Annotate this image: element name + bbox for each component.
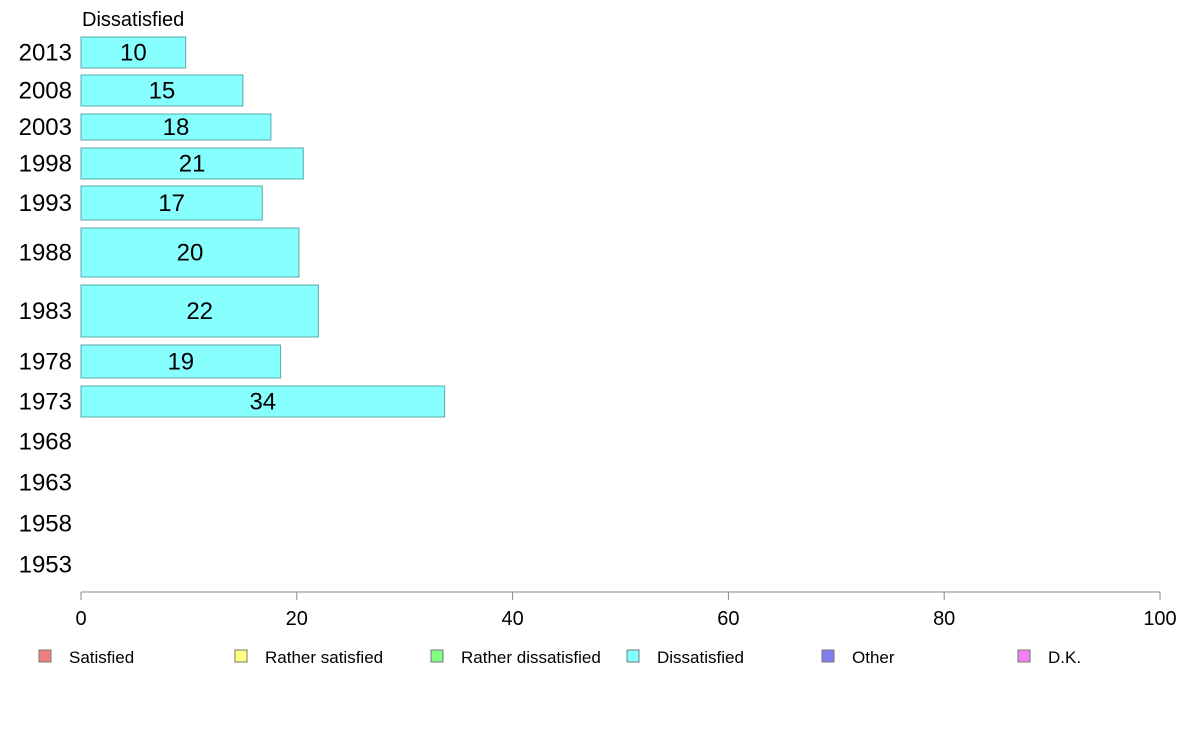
bar-value-label: 19 — [167, 349, 194, 376]
legend-swatch — [234, 649, 248, 663]
bar-value-label: 10 — [120, 40, 147, 67]
legend-item: Dissatisfied — [626, 648, 744, 667]
year-label: 2003 — [19, 114, 72, 141]
legend-item: Satisfied — [38, 648, 134, 667]
x-tick-label: 40 — [501, 608, 523, 630]
year-label: 1998 — [19, 151, 72, 178]
legend-label: Dissatisfied — [657, 648, 744, 667]
bar-value-label: 21 — [179, 151, 206, 178]
bar-value-label: 15 — [149, 78, 176, 105]
year-label: 1983 — [19, 298, 72, 325]
bar — [80, 227, 300, 278]
x-tick-label: 100 — [1143, 608, 1176, 630]
bar — [80, 36, 187, 69]
year-label: 1978 — [19, 349, 72, 376]
year-label: 1953 — [19, 552, 72, 579]
bar — [80, 385, 446, 418]
legend-label: Rather satisfied — [265, 648, 383, 667]
bar — [80, 113, 272, 141]
legend-item: D.K. — [1017, 648, 1081, 667]
year-label: 1973 — [19, 389, 72, 416]
x-tick-label: 0 — [75, 608, 86, 630]
bar-value-label: 34 — [249, 389, 276, 416]
legend-swatch — [430, 649, 444, 663]
year-labels: 2013 2008 2003 1998 1993 1988 1983 1978 1973 1968… — [19, 40, 72, 579]
x-tick-label: 60 — [717, 608, 739, 630]
legend-swatch — [1017, 649, 1031, 663]
bar — [80, 147, 304, 180]
chart-title: Dissatisfied — [82, 9, 184, 31]
legend-label: D.K. — [1048, 648, 1081, 667]
x-tick-label: 20 — [286, 608, 308, 630]
year-label: 2013 — [19, 40, 72, 67]
bar-value-label: 20 — [177, 240, 204, 267]
x-axis: 0 20 40 60 80 100 — [75, 591, 1177, 630]
bar-value-label: 18 — [163, 114, 190, 141]
bar-value-label: 22 — [186, 298, 213, 325]
bar — [80, 284, 319, 338]
bar — [80, 185, 263, 221]
legend-swatch — [821, 649, 835, 663]
year-label: 1963 — [19, 470, 72, 497]
legend-swatch — [626, 649, 640, 663]
year-label: 1968 — [19, 429, 72, 456]
legend-item: Rather satisfied — [234, 648, 383, 667]
legend-item: Rather dissatisfied — [430, 648, 601, 667]
bar — [80, 344, 282, 379]
legend-item: Other — [821, 648, 895, 667]
x-tick-label: 80 — [933, 608, 955, 630]
legend-label: Rather dissatisfied — [461, 648, 601, 667]
year-label: 1988 — [19, 240, 72, 267]
year-label: 1993 — [19, 190, 72, 217]
legend-swatch — [38, 649, 52, 663]
year-label: 2008 — [19, 78, 72, 105]
bar-value-label: 17 — [158, 190, 185, 217]
bar — [80, 74, 244, 107]
year-label: 1958 — [19, 511, 72, 538]
legend: Satisfied Rather satisfied Rather dissatis… — [38, 648, 1081, 667]
legend-label: Other — [852, 648, 895, 667]
legend-label: Satisfied — [69, 648, 134, 667]
